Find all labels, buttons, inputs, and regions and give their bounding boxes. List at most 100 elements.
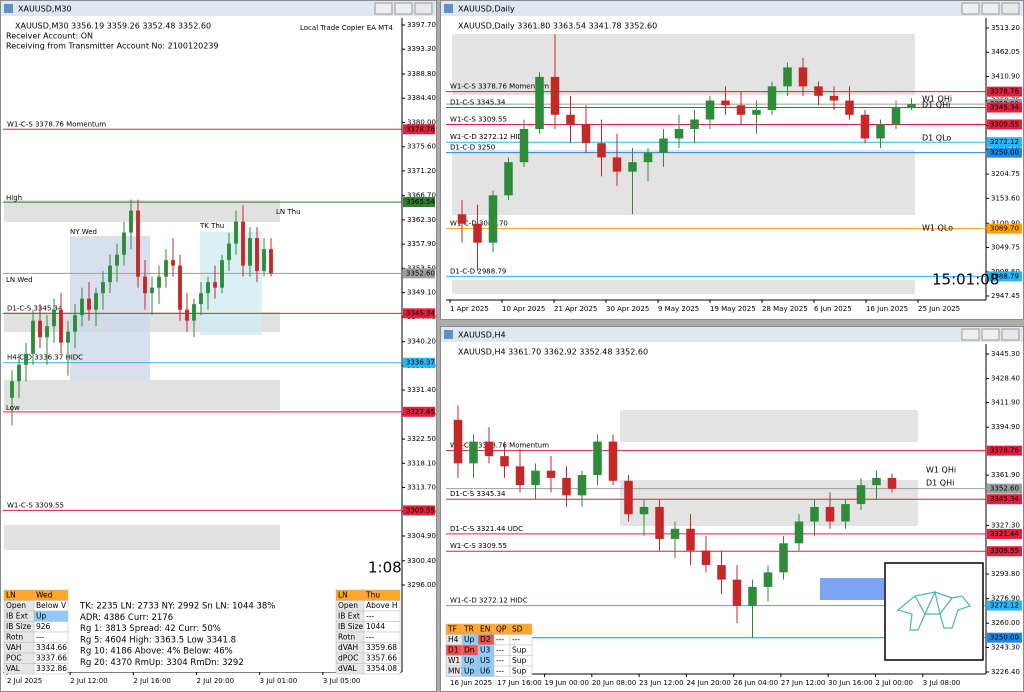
- candle-body: [255, 238, 259, 272]
- trend-table-text: ---: [496, 666, 504, 675]
- candle-body: [655, 506, 664, 539]
- note: Low: [6, 404, 20, 412]
- window-button[interactable]: [961, 328, 980, 341]
- y-tick-label: 3153.60: [991, 194, 1020, 202]
- window-button[interactable]: [961, 2, 980, 15]
- level-tag-label: 3365.54: [406, 198, 435, 206]
- window-button[interactable]: [394, 2, 413, 15]
- y-tick-label: 3375.60: [407, 143, 436, 151]
- session-table-text: Up: [36, 611, 46, 620]
- candle-body: [122, 232, 126, 255]
- candle-body: [562, 477, 571, 496]
- level-tag-label: 3352.60: [990, 485, 1019, 493]
- x-tick-label: 19 May 2025: [710, 305, 756, 313]
- y-tick-label: 3513.20: [991, 24, 1020, 32]
- stats-line: TK: 2235 LN: 2733 NY: 2992 Sn LN: 1044 3…: [79, 602, 275, 612]
- x-tick-label: 3 Jul 01:00: [260, 677, 298, 685]
- session-table-text: Above H: [366, 601, 398, 610]
- level-name: H4-C-D 3336.37 HIDC: [7, 354, 83, 362]
- candle-body: [206, 282, 210, 294]
- level-tag: [403, 268, 435, 279]
- trend-table-text: Sup: [512, 645, 527, 654]
- note: LN Wed: [6, 276, 33, 284]
- y-tick-label: 3276.90: [991, 595, 1020, 603]
- y-tick-label: 3380.00: [407, 118, 436, 126]
- candle-body: [94, 293, 98, 310]
- x-tick-label: 2 Jul 12:00: [70, 677, 108, 685]
- level-tag: [987, 223, 1022, 234]
- y-tick-label: 3445.30: [991, 350, 1020, 358]
- candle-body: [752, 110, 761, 115]
- window-button[interactable]: [1001, 328, 1020, 341]
- window-button[interactable]: [981, 328, 1000, 341]
- level-name: D1-C-S 3345.34: [7, 304, 63, 312]
- session-table-text: VAL: [6, 664, 21, 673]
- window-button[interactable]: [1001, 2, 1020, 15]
- level-tag-label: 3352.60: [406, 269, 435, 277]
- candle-body: [129, 210, 133, 233]
- zone: [820, 578, 884, 600]
- level-tag: [987, 528, 1022, 539]
- level-tag-label: 3089.70: [990, 225, 1019, 233]
- candle-body: [674, 128, 684, 139]
- session-table-text: 3354.08: [366, 664, 397, 673]
- candle-body: [473, 223, 482, 243]
- session-table-text: IB Size: [6, 622, 32, 631]
- candle-body: [143, 276, 147, 294]
- session-table-text: LN: [338, 590, 348, 599]
- candle-body: [157, 276, 161, 288]
- chart-header: XAUUSD,Daily 3361.80 3363.54 3341.78 335…: [458, 22, 657, 31]
- y-tick-label: 3204.75: [991, 170, 1020, 178]
- window-button[interactable]: [414, 2, 433, 15]
- candle-body: [531, 470, 540, 486]
- x-tick-label: 17 Jun 16:00: [497, 679, 541, 687]
- x-tick-label: 26 Jun 04:00: [734, 679, 778, 687]
- x-tick-label: 27 Jun 12:00: [781, 679, 825, 687]
- level-tag: [987, 86, 1022, 97]
- session-table-text: dVAH: [338, 643, 358, 652]
- trend-table-text: Up: [464, 635, 474, 644]
- y-tick-label: 3296.00: [407, 581, 436, 589]
- level-tag: [987, 119, 1022, 130]
- candle-body: [87, 298, 91, 310]
- candle-body: [269, 249, 273, 274]
- level-tag-label: 3250.00: [990, 149, 1019, 157]
- candle-body: [856, 485, 866, 505]
- candle-body: [814, 86, 823, 96]
- candle-body: [504, 162, 513, 196]
- note: D1 QHi: [922, 101, 950, 110]
- candle-body: [732, 579, 742, 606]
- candle-body: [80, 298, 84, 316]
- level-name: W1-C-S 3378.76 Momentum: [450, 442, 549, 450]
- level-tag: [987, 632, 1022, 643]
- y-tick-label: 3411.90: [991, 399, 1020, 407]
- y-tick-label: 3410.90: [991, 72, 1020, 80]
- candle-body: [38, 320, 42, 338]
- window-button[interactable]: [981, 2, 1000, 15]
- y-tick-label: 3366.70: [407, 192, 436, 200]
- note: W1 QHi: [922, 95, 952, 104]
- session-table-text: 3337.66: [36, 653, 67, 662]
- level-name: D1-C-D 3250: [450, 144, 495, 152]
- window-button[interactable]: [374, 2, 393, 15]
- level-name: W1-C-S 3378.76 Momentum: [7, 120, 106, 128]
- trend-table-text: Dn: [464, 645, 475, 654]
- session-table-text: 3359.68: [366, 643, 397, 652]
- y-tick-label: 3327.30: [991, 521, 1020, 529]
- trend-table-text: TR: [463, 624, 474, 633]
- trend-table-text: Sup: [512, 666, 527, 675]
- candle-body: [794, 521, 804, 544]
- x-tick-label: 2 Jul 00:00: [875, 679, 913, 687]
- zone: [452, 280, 915, 294]
- candle-body: [721, 100, 730, 106]
- level-tag-label: 2988.79: [990, 272, 1019, 280]
- candle-body: [178, 265, 182, 310]
- level-name: D1-C-S 3321.44 UDC: [450, 525, 523, 533]
- session-table-cell: [33, 663, 69, 675]
- candle-body: [581, 124, 591, 144]
- level-tag: [403, 124, 435, 135]
- note: LN Thu: [276, 208, 301, 216]
- y-tick-label: 3100.90: [991, 219, 1020, 227]
- candle-body: [185, 309, 189, 321]
